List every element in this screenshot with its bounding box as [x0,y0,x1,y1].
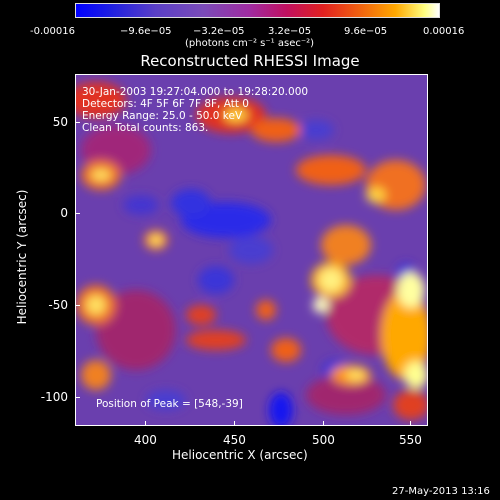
colorbar-tick-label: -0.00016 [30,26,75,37]
detectors-label: Detectors: 4F 5F 6F 7F 8F, Att 0 [82,98,249,110]
y-tick [75,122,80,123]
x-tick-label: 550 [399,433,422,447]
x-axis-label: Heliocentric X (arcsec) [172,448,308,462]
x-tick-label: 500 [312,433,335,447]
y-tick [75,213,80,214]
time-range-label: 30-Jan-2003 19:27:04.000 to 19:28:20.000 [82,86,309,98]
x-tick [323,421,324,426]
y-tick-label: -100 [40,390,68,404]
rhessi-image: 30-Jan-2003 19:27:04.000 to 19:28:20.000… [75,74,428,426]
colorbar [75,3,440,18]
colorbar-tick-label: 0.00016 [423,26,465,37]
image-title: Reconstructed RHESSI Image [140,52,360,70]
colorbar-tick-label: 9.6e−05 [344,26,388,37]
colorbar-units: (photons cm⁻² s⁻¹ asec⁻²) [185,38,315,49]
y-tick [75,305,80,306]
y-axis-label: Heliocentric Y (arcsec) [15,189,29,325]
annotation-block: 30-Jan-2003 19:27:04.000 to 19:28:20.000… [82,86,308,134]
timestamp-footer: 27-May-2013 13:16 [392,486,490,497]
y-tick-label: 50 [52,115,68,129]
y-tick-label: 0 [60,206,68,220]
energy-range-label: Energy Range: 25.0 - 50.0 keV [82,110,243,122]
clean-counts-label: Clean Total counts: 863. [82,122,209,134]
y-tick [75,397,80,398]
rhessi-heatmap [76,75,427,425]
colorbar-tick-label: −9.6e−05 [120,26,172,37]
x-tick-label: 450 [223,433,246,447]
peak-position-label: Position of Peak = [548,-39] [96,398,243,410]
x-tick [234,421,235,426]
y-tick-label: -50 [48,298,68,312]
x-tick-label: 400 [134,433,157,447]
colorbar-tick-label: −3.2e−05 [193,26,245,37]
colorbar-tick-label: 3.2e−05 [268,26,312,37]
x-tick [145,421,146,426]
x-tick [410,421,411,426]
